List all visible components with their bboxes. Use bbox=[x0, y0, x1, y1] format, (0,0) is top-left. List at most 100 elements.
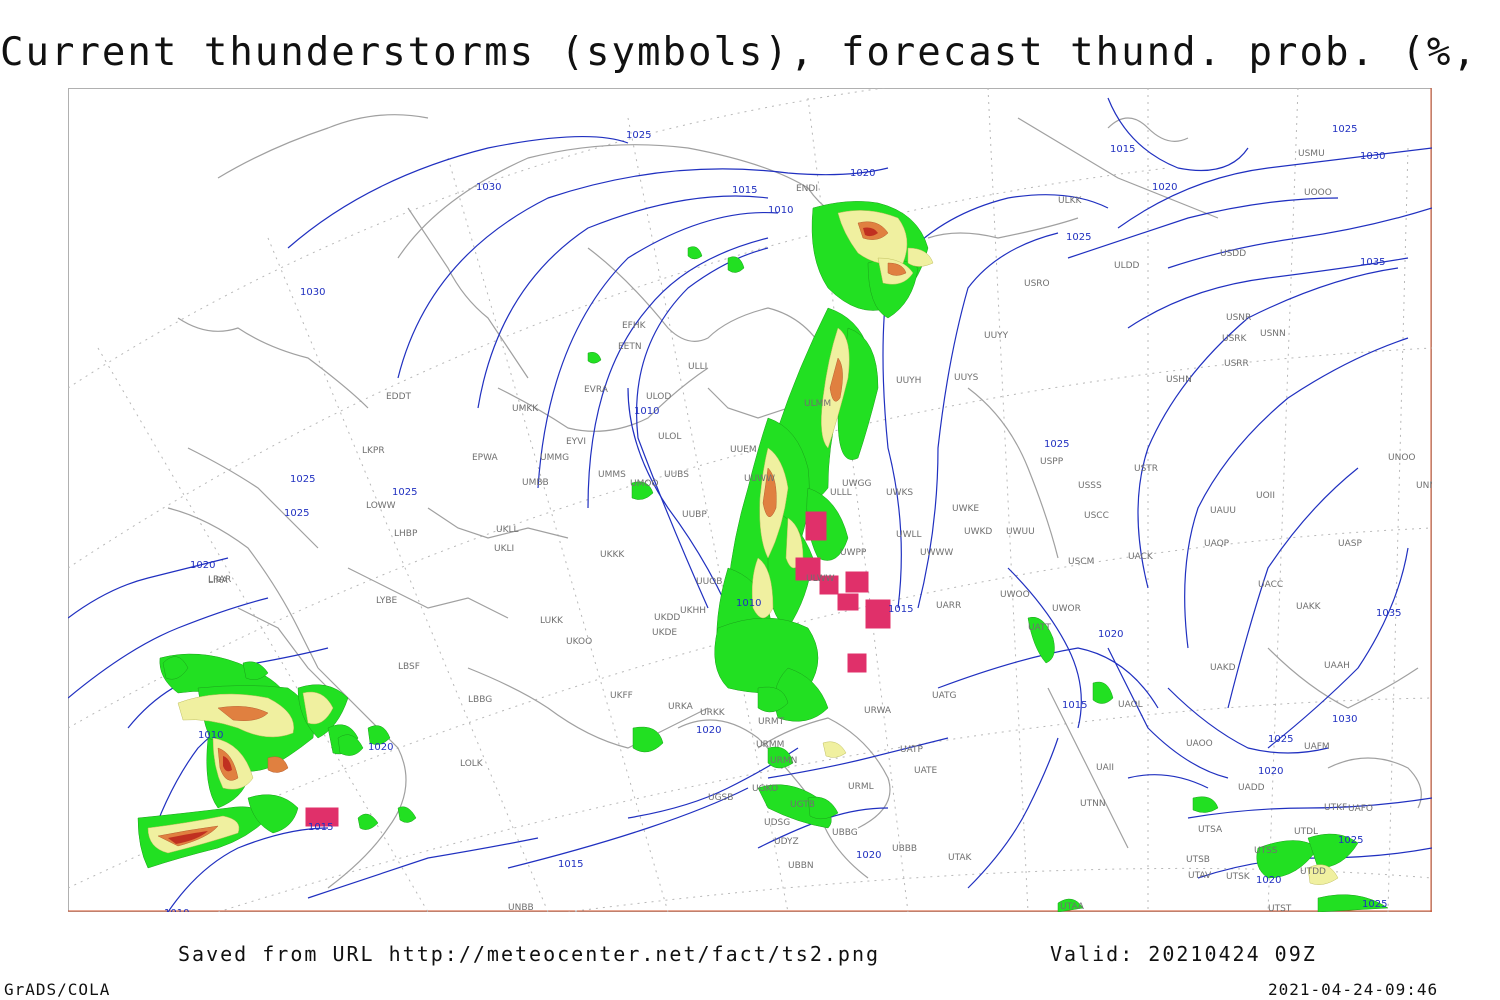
station-label: ULKK bbox=[1058, 196, 1083, 206]
station-label: UKFF bbox=[610, 691, 633, 701]
station-label: UWOR bbox=[1052, 604, 1081, 614]
station-label: LOWW bbox=[366, 501, 396, 511]
station-label: UDSG bbox=[764, 818, 790, 828]
isobar-label: 1025 bbox=[392, 487, 417, 498]
prob-max-areas bbox=[168, 227, 878, 844]
storm-symbol bbox=[305, 807, 339, 827]
storm-symbol bbox=[819, 575, 839, 595]
station-label: UTNN bbox=[1080, 799, 1106, 809]
station-label: UNNT bbox=[1416, 481, 1432, 491]
station-label: UAOO bbox=[1186, 739, 1213, 749]
station-label: USHN bbox=[1166, 375, 1192, 385]
station-label: UUYH bbox=[896, 376, 921, 386]
isobar-label: 1020 bbox=[856, 850, 881, 861]
station-label: UMBB bbox=[522, 478, 549, 488]
station-label: UTAK bbox=[948, 853, 973, 863]
isobar-label: 1020 bbox=[190, 560, 215, 571]
station-labels: ENDI EFHK EETN ULLI EVRA ULOD UMKK EDDT … bbox=[208, 149, 1432, 912]
isobar-label: 1010 bbox=[736, 598, 761, 609]
isobar-label: 1020 bbox=[1258, 766, 1283, 777]
station-label: URMT bbox=[758, 717, 785, 727]
station-label: UTDD bbox=[1300, 867, 1326, 877]
station-label: UATT bbox=[1028, 623, 1051, 633]
isobar-label: 1020 bbox=[1098, 629, 1123, 640]
station-label: UUBS bbox=[664, 470, 689, 480]
software-credit: GrADS/COLA bbox=[4, 980, 111, 999]
storm-symbol bbox=[805, 511, 827, 541]
station-label: LRAR bbox=[208, 575, 231, 585]
station-label: UKLI bbox=[494, 544, 514, 554]
station-label: LBBG bbox=[468, 695, 492, 705]
station-label: USDD bbox=[1220, 249, 1246, 259]
storm-symbol bbox=[847, 653, 867, 673]
station-label: UTAV bbox=[1188, 871, 1212, 881]
isobar-label: 1025 bbox=[1338, 835, 1363, 846]
station-label: UKOO bbox=[566, 637, 592, 647]
isobar-label: 1020 bbox=[1256, 875, 1281, 886]
station-label: UUWW bbox=[744, 474, 775, 484]
isobar-label: 1025 bbox=[1362, 899, 1387, 910]
station-label: UUOB bbox=[696, 577, 722, 587]
station-label: UOOO bbox=[1304, 188, 1332, 198]
station-label: URMM bbox=[756, 740, 784, 750]
valid-time-text: Valid: 20210424 09Z bbox=[1050, 942, 1317, 966]
isobar-label: 1020 bbox=[696, 725, 721, 736]
isobar-label: 1020 bbox=[368, 742, 393, 753]
station-label: LBSF bbox=[398, 662, 420, 672]
station-label: UKHH bbox=[680, 606, 706, 616]
station-label: UWOO bbox=[1000, 590, 1030, 600]
station-label: UACC bbox=[1258, 580, 1283, 590]
generation-timestamp: 2021-04-24-09:46 bbox=[1268, 980, 1439, 999]
coastlines bbox=[167, 114, 1422, 889]
station-label: ENDI bbox=[796, 184, 818, 194]
isobar-label: 1015 bbox=[308, 822, 333, 833]
station-label: URKA bbox=[668, 702, 694, 712]
station-label: UAFO bbox=[1348, 804, 1373, 814]
isobar-label: 1030 bbox=[476, 182, 501, 193]
station-label: UACK bbox=[1128, 552, 1154, 562]
station-label: EDDT bbox=[386, 392, 412, 402]
station-label: USCC bbox=[1084, 511, 1109, 521]
station-label: UARR bbox=[936, 601, 961, 611]
station-label: UAKD bbox=[1210, 663, 1236, 673]
station-label: UBBB bbox=[892, 844, 917, 854]
station-label: UNBB bbox=[508, 903, 534, 912]
isobar-label: 1025 bbox=[1332, 124, 1357, 135]
isobar-label: 1035 bbox=[1376, 608, 1401, 619]
station-label: UWKD bbox=[964, 527, 992, 537]
isobar-label: 1015 bbox=[732, 185, 757, 196]
station-label: UADD bbox=[1238, 783, 1265, 793]
isobar-label: 1015 bbox=[888, 604, 913, 615]
station-label: ULMM bbox=[804, 399, 831, 409]
station-label: USPP bbox=[1040, 457, 1064, 467]
isobar-label: 1010 bbox=[768, 205, 793, 216]
station-label: UTAA bbox=[1060, 902, 1085, 912]
thunderstorm-symbols bbox=[305, 511, 891, 827]
station-label: UAFM bbox=[1304, 742, 1330, 752]
station-label: UBBG bbox=[832, 828, 858, 838]
station-label: UMKK bbox=[512, 404, 539, 414]
station-label: EPWA bbox=[472, 453, 499, 463]
isobar-label: 1010 bbox=[634, 406, 659, 417]
station-label: UTSB bbox=[1186, 855, 1210, 865]
station-label: URWA bbox=[864, 706, 892, 716]
station-label: URML bbox=[848, 782, 874, 792]
station-label: UTKF bbox=[1324, 803, 1347, 813]
station-label: UUYY bbox=[984, 331, 1009, 341]
station-label: UAUU bbox=[1210, 506, 1236, 516]
station-label: UGKO bbox=[752, 784, 778, 794]
station-label: UAKK bbox=[1296, 602, 1322, 612]
station-label: USRO bbox=[1024, 279, 1050, 289]
station-label: UATG bbox=[932, 691, 957, 701]
storm-symbol bbox=[795, 557, 821, 581]
station-label: UBBN bbox=[788, 861, 814, 871]
station-label: UWLL bbox=[896, 530, 922, 540]
station-label: ULLI bbox=[688, 362, 707, 372]
station-label: UWGG bbox=[842, 479, 871, 489]
station-label: LKPR bbox=[362, 446, 385, 456]
station-label: UUBP bbox=[682, 510, 707, 520]
storm-symbol bbox=[837, 593, 859, 611]
isobar-label: 1025 bbox=[1044, 439, 1069, 450]
station-label: EETN bbox=[618, 342, 642, 352]
isobar-label: 1025 bbox=[1268, 734, 1293, 745]
